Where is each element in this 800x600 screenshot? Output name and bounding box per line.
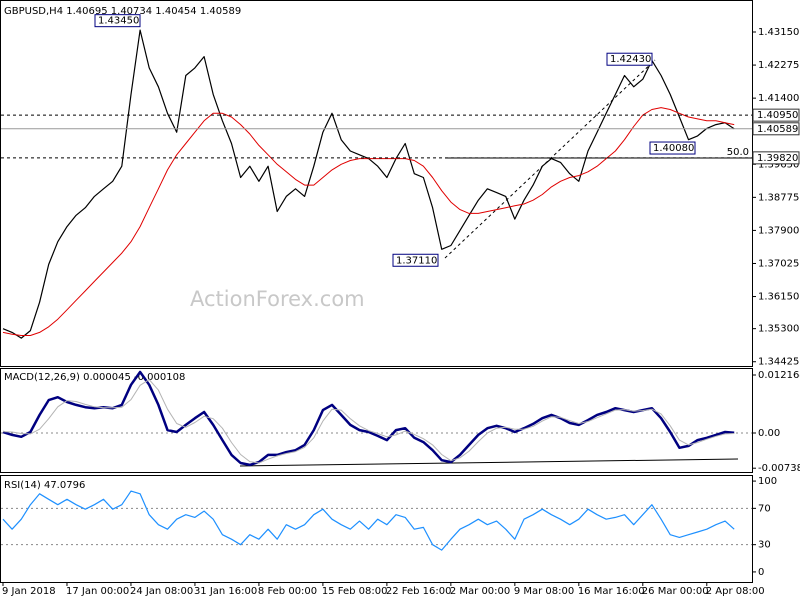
level-box [752,108,800,122]
series-line [2,107,735,336]
chart-title: GBPUSD,H4 1.40695 1.40734 1.40454 1.4058… [4,6,241,17]
price-annotation-box [94,14,141,28]
y-tick-label: 30 [758,540,771,551]
level-label: 1.39820 [757,153,798,164]
x-tick-label: 9 Jan 2018 [2,586,56,597]
series-line [2,370,735,467]
x-tick-label: 2 Apr 08:00 [706,586,765,597]
y-tick-label: 0.00 [758,428,780,439]
level-box [752,122,800,136]
x-tick-label: 16 Mar 16:00 [578,586,645,597]
x-tick-label: 8 Feb 00:00 [258,586,317,597]
x-tick-label: 24 Jan 08:00 [130,586,193,597]
y-tick-label: 1.39650 [758,159,799,170]
x-tick-label: 17 Jan 00:00 [66,586,129,597]
price-annotation: 1.43450 [98,16,139,27]
price-annotation-box [392,253,439,267]
y-tick-label: 70 [758,503,771,514]
y-tick-label: 1.42275 [758,60,799,71]
indicator-title: RSI(14) 47.0796 [4,480,85,491]
y-tick-label: 1.43150 [758,27,799,38]
macd-panel [0,368,753,473]
y-tick-label: 1.37900 [758,225,799,236]
y-tick-label: 100 [758,476,777,487]
price-annotation: 1.40080 [653,143,694,154]
y-tick-label: 1.41400 [758,93,799,104]
x-tick-label: 22 Feb 16:00 [386,586,452,597]
price-annotation-box [649,141,696,155]
y-tick-label: 0 [758,567,764,578]
price-annotation: 1.37110 [396,255,437,266]
level-box [752,151,800,165]
y-tick-label: 1.37025 [758,258,799,269]
fib-label: 50.0 [727,147,749,158]
y-tick-label: 1.35300 [758,324,799,335]
price-panel [0,0,753,367]
x-tick-label: 2 Mar 00:00 [450,586,510,597]
y-tick-label: 1.36150 [758,292,799,303]
series-line [2,490,735,551]
y-tick-label: -0.007384 [758,463,800,474]
x-tick-label: 31 Jan 16:00 [194,586,257,597]
y-tick-label: 1.38775 [758,192,799,203]
series-line [2,379,735,464]
x-tick-label: 15 Feb 08:00 [322,586,388,597]
x-tick-label: 26 Mar 00:00 [642,586,709,597]
y-tick-label: 1.34425 [758,357,799,368]
divergence-line [239,458,739,467]
watermark: ActionForex.com [190,287,365,311]
x-tick-label: 9 Mar 08:00 [514,586,574,597]
price-annotation-box [606,52,653,66]
level-label: 1.40589 [757,124,798,135]
price-annotation: 1.42430 [610,54,651,65]
y-tick-label: 0.012164 [758,370,800,381]
level-label: 1.40950 [757,110,798,121]
indicator-title: MACD(12,26,9) 0.000045 -0.000108 [4,372,185,383]
rsi-panel [0,475,753,583]
